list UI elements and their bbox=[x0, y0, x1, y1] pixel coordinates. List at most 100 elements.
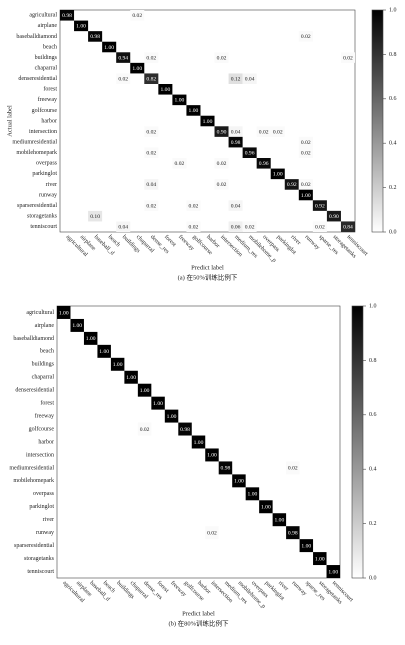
cell-label: 0.02 bbox=[175, 161, 185, 167]
heat-cell bbox=[242, 221, 257, 232]
cell-label: 0.02 bbox=[189, 224, 199, 230]
heat-cell bbox=[200, 115, 215, 127]
heat-cell bbox=[313, 552, 327, 566]
cell-label: 0.98 bbox=[90, 34, 100, 40]
y-tick-label: golfcourse bbox=[29, 425, 55, 432]
cell-label: 0.90 bbox=[329, 214, 339, 220]
y-tick-label: overpass bbox=[36, 161, 58, 167]
y-tick-label: river bbox=[43, 517, 54, 523]
y-tick-label: airplane bbox=[38, 23, 58, 29]
y-tick-label: runway bbox=[36, 530, 54, 536]
colorbar-tick-label: 0.0 bbox=[369, 575, 377, 581]
x-axis-label: Predict label bbox=[191, 264, 224, 271]
heat-cell bbox=[144, 126, 159, 137]
heat-cell bbox=[151, 396, 165, 410]
y-tick-label: mobilehomepark bbox=[13, 478, 54, 484]
cell-label: 0.02 bbox=[146, 129, 156, 135]
y-tick-label: river bbox=[46, 182, 57, 188]
y-tick-label: parkinglot bbox=[29, 504, 54, 510]
heat-cell bbox=[144, 73, 159, 84]
y-tick-label: mobilehomepark bbox=[16, 150, 57, 156]
heat-cell bbox=[70, 318, 84, 332]
cell-label: 0.04 bbox=[245, 76, 255, 82]
y-tick-label: storagetanks bbox=[24, 556, 55, 562]
heat-cell bbox=[57, 306, 71, 319]
y-tick-label: sparseresidential bbox=[17, 203, 57, 209]
cell-label: 0.04 bbox=[146, 182, 156, 188]
cell-label: 1.00 bbox=[153, 401, 163, 407]
cell-label: 0.02 bbox=[273, 129, 283, 135]
y-tick-label: baseballdiamond bbox=[13, 336, 54, 342]
cell-label: 0.02 bbox=[245, 224, 255, 230]
heat-cell bbox=[205, 448, 219, 462]
cell-label: 1.00 bbox=[99, 349, 109, 355]
cell-label: 0.04 bbox=[231, 203, 241, 209]
y-tick-label: forest bbox=[43, 86, 57, 93]
y-tick-label: beach bbox=[43, 44, 57, 50]
heat-cell bbox=[286, 461, 300, 475]
y-tick-label: baseballdiamond bbox=[16, 34, 57, 40]
heat-cell bbox=[130, 62, 145, 74]
cell-label: 0.02 bbox=[217, 55, 227, 61]
heat-cell bbox=[228, 126, 243, 137]
heat-cell bbox=[242, 147, 257, 158]
cell-label: 0.98 bbox=[221, 466, 231, 472]
cell-label: 0.90 bbox=[217, 129, 227, 135]
y-tick-label: agricultural bbox=[29, 13, 57, 19]
cell-label: 0.02 bbox=[301, 140, 311, 146]
y-tick-label: beach bbox=[40, 349, 54, 355]
cell-label: 1.00 bbox=[273, 172, 283, 178]
heat-cell bbox=[102, 41, 117, 53]
heat-cell bbox=[178, 422, 192, 436]
heat-cell bbox=[340, 52, 355, 63]
heat-cell bbox=[172, 158, 187, 169]
cell-label: 0.94 bbox=[118, 55, 128, 61]
caption: (b) 在80%训练比例下 bbox=[168, 618, 229, 627]
cell-label: 1.00 bbox=[261, 505, 271, 511]
heat-cell bbox=[172, 94, 187, 106]
y-tick-label: agricultural bbox=[26, 310, 54, 316]
cell-label: 1.00 bbox=[59, 310, 69, 316]
heat-cell bbox=[259, 500, 273, 514]
caption: (a) 在50%训练比例下 bbox=[178, 272, 238, 281]
y-tick-label: tenniscourt bbox=[27, 569, 54, 575]
heat-cell bbox=[256, 158, 271, 169]
cell-label: 0.02 bbox=[207, 530, 217, 536]
cell-label: 0.04 bbox=[118, 224, 128, 230]
cell-label: 0.10 bbox=[90, 214, 100, 220]
heat-cell bbox=[298, 147, 313, 158]
cell-label: 0.02 bbox=[118, 76, 128, 82]
heat-cell bbox=[326, 210, 341, 222]
heat-cell bbox=[144, 147, 159, 158]
cell-label: 0.06 bbox=[231, 224, 241, 230]
cell-label: 1.00 bbox=[301, 543, 311, 549]
y-tick-label: chaparral bbox=[32, 375, 55, 381]
y-tick-label: golfcourse bbox=[32, 107, 58, 114]
heat-cell bbox=[270, 168, 285, 180]
y-tick-label: harbor bbox=[41, 118, 57, 124]
y-tick-label: parkinglot bbox=[32, 171, 57, 177]
y-tick-label: airplane bbox=[35, 323, 55, 329]
y-tick-label: sparseresidential bbox=[14, 543, 54, 549]
cell-label: 1.00 bbox=[248, 492, 258, 498]
heat-cell bbox=[97, 344, 111, 358]
heat-cell bbox=[298, 179, 313, 190]
colorbar-tick-label: 0.6 bbox=[369, 412, 377, 418]
colorbar-tick-label: 0.6 bbox=[389, 96, 397, 102]
heat-cell bbox=[256, 126, 271, 137]
cell-label: 0.02 bbox=[146, 55, 156, 61]
heat-cell bbox=[228, 136, 243, 148]
heat-cell bbox=[110, 357, 125, 371]
cell-label: 1.00 bbox=[126, 375, 136, 381]
heat-cell bbox=[144, 200, 159, 211]
cell-label: 0.92 bbox=[315, 203, 325, 209]
heat-cell bbox=[186, 105, 201, 116]
y-tick-label: denseresidential bbox=[15, 388, 54, 394]
heat-cell bbox=[60, 10, 75, 21]
heat-cell bbox=[205, 526, 219, 540]
heat-cell bbox=[214, 158, 229, 169]
cell-label: 0.02 bbox=[301, 182, 311, 188]
heat-cell bbox=[270, 126, 285, 137]
cell-label: 1.00 bbox=[132, 66, 142, 72]
